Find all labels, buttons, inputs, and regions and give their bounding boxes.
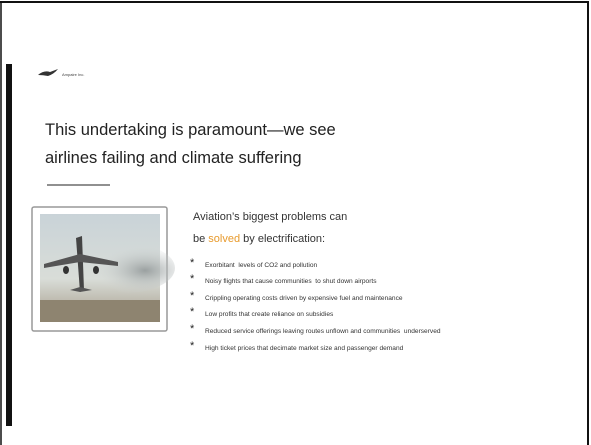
- intro-line: Aviation’s biggest problems can: [193, 211, 347, 223]
- bullet-text: Low profits that create reliance on subs…: [205, 311, 333, 318]
- bullet-marker: *: [190, 323, 194, 335]
- intro-text: by electrification:: [240, 233, 325, 245]
- title-line: This undertaking is paramount—we see: [45, 121, 336, 140]
- bullet-text: Exorbitant levels of CO2 and pollution: [205, 262, 317, 269]
- slide: Ampaire Inc. This undertaking is paramou…: [0, 0, 591, 445]
- bullet-text: Crippling operating costs driven by expe…: [205, 295, 403, 302]
- bullet-text: Noisy flights that cause communities to …: [205, 278, 377, 285]
- bullet-text: High ticket prices that decimate market …: [205, 345, 403, 352]
- bullet-marker: *: [190, 290, 194, 302]
- bullet-marker: *: [190, 340, 194, 352]
- intro-highlight: solved: [208, 233, 240, 245]
- title-line: airlines failing and climate suffering: [45, 149, 302, 168]
- bullet-marker: *: [190, 273, 194, 285]
- intro-line: be solved by electrification:: [193, 233, 325, 245]
- company-name: Ampaire Inc.: [62, 72, 84, 77]
- bullet-text: Reduced service offerings leaving routes…: [205, 328, 441, 335]
- bullet-marker: *: [190, 306, 194, 318]
- logo: [38, 69, 58, 76]
- airplane-photo: [40, 214, 175, 322]
- intro-text: be: [193, 233, 208, 245]
- bullet-marker: *: [190, 257, 194, 269]
